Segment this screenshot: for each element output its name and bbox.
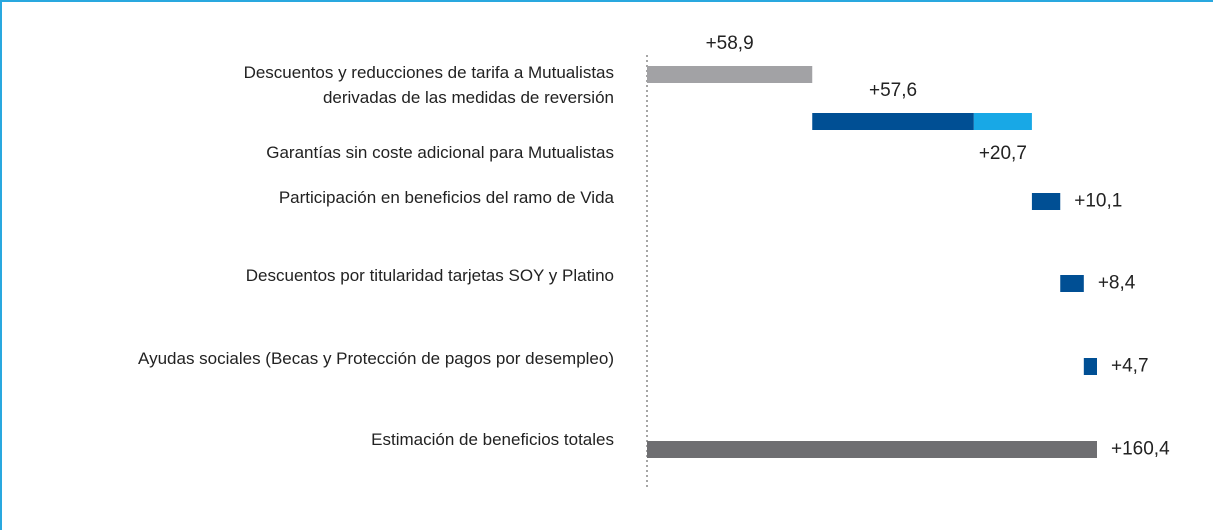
bar bbox=[812, 113, 974, 130]
category-label: Descuentos por titularidad tarjetas SOY … bbox=[245, 266, 614, 285]
bar bbox=[1060, 275, 1084, 292]
category-label: Ayudas sociales (Becas y Protección de p… bbox=[138, 349, 614, 368]
category-label: Descuentos y reducciones de tarifa a Mut… bbox=[243, 63, 614, 107]
value-label: +20,7 bbox=[979, 143, 1027, 164]
value-label: +160,4 bbox=[1111, 439, 1170, 460]
category-label: Participación en beneficios del ramo de … bbox=[278, 188, 614, 207]
category-label: Garantías sin coste adicional para Mutua… bbox=[266, 143, 614, 162]
bar bbox=[1083, 358, 1097, 375]
bar bbox=[973, 113, 1032, 130]
value-label: +10,1 bbox=[1074, 191, 1122, 212]
bar bbox=[647, 66, 813, 83]
bar bbox=[1031, 193, 1061, 210]
value-label: +57,6 bbox=[869, 80, 917, 101]
value-label: +4,7 bbox=[1111, 356, 1149, 377]
value-label: +58,9 bbox=[706, 33, 754, 54]
value-label: +8,4 bbox=[1098, 273, 1136, 294]
bar bbox=[647, 441, 1097, 458]
category-label: Estimación de beneficios totales bbox=[371, 430, 614, 449]
